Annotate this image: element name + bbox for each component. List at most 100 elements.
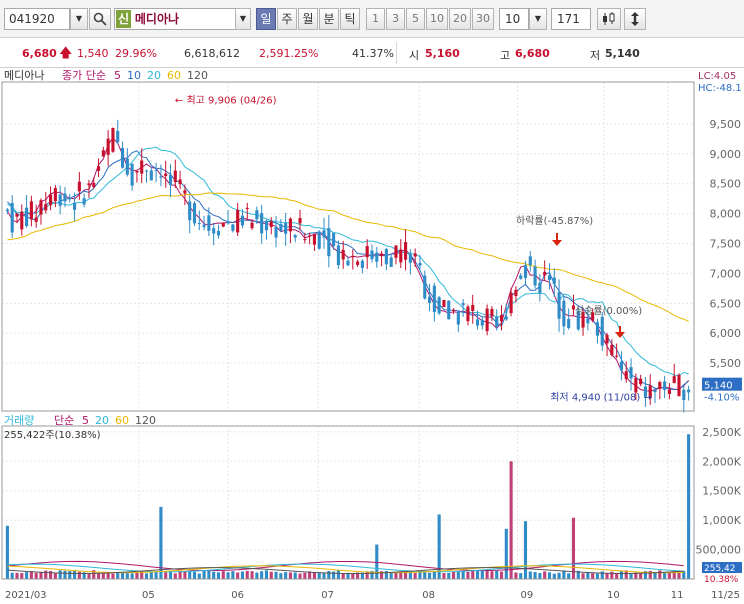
candle-body bbox=[111, 127, 115, 152]
down-arrow-icon bbox=[552, 233, 562, 246]
volume-bar bbox=[236, 572, 240, 579]
period-day-button[interactable]: 일 bbox=[256, 8, 276, 30]
volume-bar bbox=[639, 573, 643, 579]
volume-bar bbox=[557, 572, 561, 579]
volume-bar bbox=[451, 572, 456, 579]
price-panel-stock-label: 메디아나 bbox=[4, 69, 44, 82]
chart-type-button[interactable] bbox=[597, 8, 621, 30]
candle-body bbox=[63, 193, 67, 202]
period-week-button[interactable]: 주 bbox=[277, 8, 297, 30]
volume-bar bbox=[562, 570, 566, 579]
x-tick-label: 08 bbox=[422, 590, 435, 601]
price-tick-label: 6,500 bbox=[710, 297, 742, 310]
candle-body bbox=[125, 158, 129, 175]
interval-30-button[interactable]: 30 bbox=[472, 8, 494, 30]
volume: 6,618,612 bbox=[184, 47, 240, 60]
candle-body bbox=[418, 262, 422, 266]
candle-body bbox=[87, 183, 91, 186]
candle-body bbox=[490, 308, 494, 317]
volume-bar bbox=[643, 571, 647, 579]
stock-name-field[interactable]: 신 메디아나 bbox=[114, 8, 250, 30]
ma-period-dropdown-button[interactable]: ▼ bbox=[529, 8, 547, 30]
volume-bar bbox=[610, 571, 614, 579]
interval-3-button[interactable]: 3 bbox=[386, 8, 405, 30]
candle-body bbox=[308, 235, 312, 237]
volume-bar bbox=[96, 573, 101, 579]
candle-body bbox=[576, 310, 580, 330]
volume-bar bbox=[164, 572, 168, 579]
candle-body bbox=[240, 215, 245, 226]
volume-bar bbox=[15, 572, 19, 579]
volume-bar bbox=[116, 571, 120, 579]
bar-count-input[interactable]: 171 bbox=[551, 8, 591, 30]
volume-ma-line bbox=[7, 563, 684, 573]
volume-bar bbox=[5, 525, 9, 579]
volume-bar bbox=[471, 570, 475, 579]
volume-bar bbox=[327, 571, 331, 579]
annotations: ← 최고 9,906 (04/26) 최저 4,940 (11/08) → 하락률(… bbox=[175, 95, 652, 404]
candle-body bbox=[370, 250, 374, 260]
volume-ratio: 2,591.25% bbox=[259, 47, 319, 60]
chevron-down-icon: ▼ bbox=[239, 14, 247, 23]
interval-5-button[interactable]: 5 bbox=[406, 8, 425, 30]
candle-body bbox=[432, 285, 436, 313]
volume-bar bbox=[106, 572, 110, 579]
interval-1-button[interactable]: 1 bbox=[366, 8, 385, 30]
change-percent: 29.96% bbox=[115, 47, 157, 60]
interval-20-button[interactable]: 20 bbox=[449, 8, 471, 30]
candle-body bbox=[523, 265, 528, 278]
vertical-scale-button[interactable] bbox=[624, 8, 646, 30]
search-button[interactable] bbox=[89, 8, 111, 30]
volume-bar bbox=[427, 572, 432, 579]
candle-body bbox=[672, 376, 676, 383]
open-label: 시 bbox=[409, 49, 420, 62]
ma-period-select[interactable]: 10 bbox=[499, 8, 529, 30]
x-tick-label: 06 bbox=[231, 590, 244, 601]
period-tick-button[interactable]: 틱 bbox=[340, 8, 360, 30]
name-dropdown-button[interactable]: ▼ bbox=[235, 8, 251, 30]
volume-bar bbox=[92, 570, 96, 579]
x-tick-label: 05 bbox=[142, 590, 155, 601]
candle-body bbox=[639, 378, 643, 385]
period-minute-button[interactable]: 분 bbox=[319, 8, 339, 30]
volume-bar bbox=[154, 571, 158, 579]
candle-body bbox=[135, 170, 139, 173]
volume-bar bbox=[605, 573, 609, 579]
code-dropdown-button[interactable]: ▼ bbox=[70, 8, 88, 30]
high-annotation: ← 최고 9,906 (04/26) bbox=[175, 95, 277, 107]
volume-panel-label: 거래량 bbox=[4, 414, 34, 427]
volume-bar bbox=[490, 571, 494, 579]
candle-body bbox=[471, 304, 475, 311]
volume-bar bbox=[370, 570, 374, 579]
volume-bar bbox=[475, 570, 480, 579]
volume-current-box bbox=[702, 562, 742, 573]
candle-body bbox=[456, 311, 460, 325]
volume-current-label: 255,422주(10.38%) bbox=[4, 430, 101, 441]
period-label: 주 bbox=[281, 12, 293, 26]
candle-body bbox=[49, 194, 53, 206]
interval-10-button[interactable]: 10 bbox=[426, 8, 448, 30]
volume-bar bbox=[629, 573, 633, 579]
price-volume-chart[interactable]: ← 최고 9,906 (04/26) 최저 4,940 (11/08) → 하락률(… bbox=[0, 68, 744, 604]
candle-body bbox=[509, 292, 513, 314]
volume-tick-label: 1,000K bbox=[702, 514, 741, 527]
volume-bar bbox=[303, 572, 307, 579]
volume-tick-label: 1,500K bbox=[702, 485, 741, 498]
candle-body bbox=[73, 202, 77, 210]
stock-code-input[interactable]: 041920 bbox=[4, 8, 70, 30]
candle-body bbox=[341, 249, 345, 260]
volume-bar bbox=[552, 573, 556, 579]
volume-bar bbox=[404, 570, 408, 579]
candle-body bbox=[356, 261, 360, 265]
candle-body bbox=[164, 173, 168, 177]
candle-body bbox=[82, 198, 86, 205]
candle-body bbox=[624, 371, 628, 380]
candle-body bbox=[202, 224, 206, 228]
interval-label: 3 bbox=[392, 12, 399, 25]
volume-bar bbox=[260, 571, 264, 579]
volume-bar bbox=[168, 571, 173, 579]
candle-body bbox=[212, 228, 216, 234]
period-month-button[interactable]: 월 bbox=[298, 8, 318, 30]
candlestick-icon bbox=[603, 12, 615, 25]
candle-body bbox=[581, 311, 585, 328]
